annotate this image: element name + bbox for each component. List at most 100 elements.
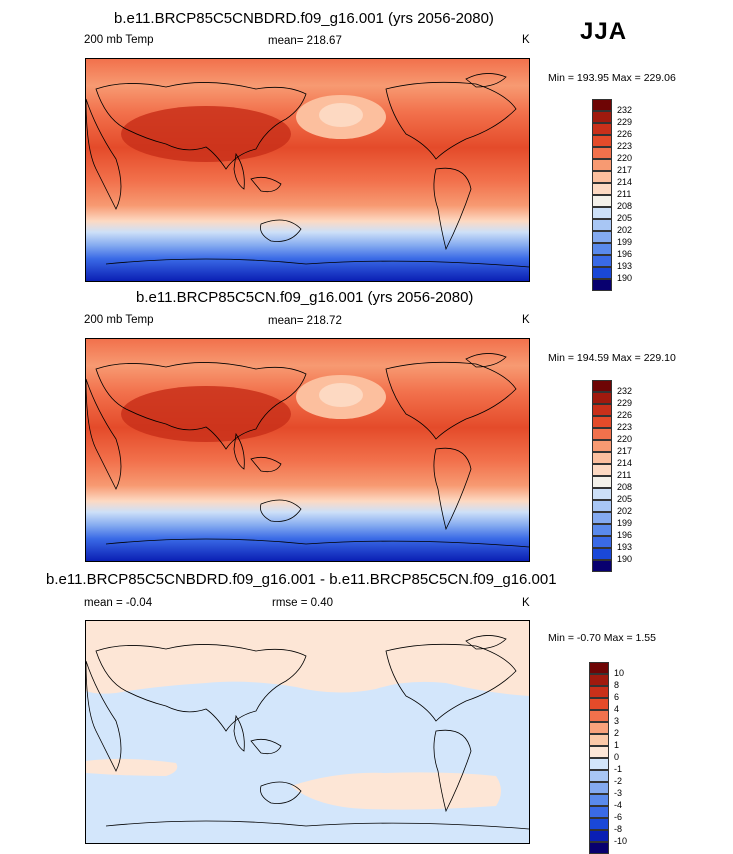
colorbar-tick-label: 208 [617,201,633,211]
panel3-colorbar [589,662,609,854]
colorbar-tick-label: 199 [617,237,633,247]
colorbar-tick-label: 199 [617,518,633,528]
panel1-mean-label: mean= 218.67 [268,35,342,47]
colorbar-tick-label: 229 [617,117,633,127]
panel2-warm-anomaly [121,386,291,442]
panel1-field [86,59,529,281]
panel3-units: K [522,597,530,609]
colorbar-tick-label: 229 [617,398,633,408]
colorbar-tick-label: 223 [617,141,633,151]
colorbar-cell [589,722,609,734]
colorbar-tick-label: 208 [617,482,633,492]
colorbar-tick-label: 190 [617,273,633,283]
colorbar-cell [592,255,612,267]
panel3-positive-south [291,772,501,810]
colorbar-tick-label: 4 [614,704,620,714]
colorbar-cell [589,842,609,854]
panel3-minmax: Min = -0.70 Max = 1.55 [548,632,656,644]
season-label: JJA [580,18,628,45]
colorbar-cell [589,758,609,770]
panel2-map [85,338,530,562]
panel3-map-svg [86,621,529,843]
panel2-cool-pacific-core [319,383,363,407]
colorbar-cell [592,380,612,392]
panel3-rmse-label: rmse = 0.40 [272,597,334,609]
panel2-map-svg [86,339,529,561]
colorbar-tick-label: 190 [617,554,633,564]
panel1-coastlines [86,73,529,268]
colorbar-tick-label: 232 [617,386,633,396]
colorbar-cell [592,171,612,183]
colorbar-tick-label: 202 [617,225,633,235]
colorbar-cell [592,111,612,123]
colorbar-cell [592,500,612,512]
colorbar-cell [592,428,612,440]
panel3-positive-sw [86,758,178,776]
colorbar-cell [589,782,609,794]
colorbar-tick-label: 3 [614,716,620,726]
colorbar-cell [589,830,609,842]
colorbar-tick-label: 217 [617,446,633,456]
colorbar-cell [589,806,609,818]
panel2-mean-label: mean= 218.72 [268,315,342,327]
colorbar-cell [592,512,612,524]
colorbar-tick-label: 8 [614,680,620,690]
colorbar-cell [592,392,612,404]
panel3-map [85,620,530,844]
colorbar-tick-label: 202 [617,506,633,516]
colorbar-cell [592,231,612,243]
colorbar-tick-label: 2 [614,728,620,738]
panel3-coastlines [86,635,529,830]
panel3-positive-north [86,621,529,696]
panel1-colorbar [592,99,612,291]
colorbar-cell [592,195,612,207]
colorbar-tick-label: 211 [617,189,632,199]
colorbar-cell [592,416,612,428]
colorbar-cell [592,243,612,255]
colorbar-cell [592,123,612,135]
colorbar-tick-label: 214 [617,177,633,187]
colorbar-cell [589,746,609,758]
colorbar-tick-label: 196 [617,530,633,540]
panel1-map [85,58,530,282]
colorbar-cell [592,476,612,488]
colorbar-cell [592,219,612,231]
panel2-field [86,339,529,561]
panel2-minmax: Min = 194.59 Max = 229.10 [548,352,676,364]
colorbar-tick-label: 217 [617,165,633,175]
colorbar-cell [592,548,612,560]
panel1-warm-anomaly [121,106,291,162]
colorbar-tick-label: 10 [614,668,625,678]
colorbar-cell [592,464,612,476]
colorbar-cell [589,710,609,722]
panel2-colorbar [592,380,612,572]
colorbar-tick-label: -2 [614,776,623,786]
colorbar-tick-label: -4 [614,800,623,810]
colorbar-cell [589,818,609,830]
colorbar-cell [589,698,609,710]
panel1-cool-pacific-core [319,103,363,127]
colorbar-tick-label: -10 [614,836,628,846]
colorbar-cell [592,488,612,500]
colorbar-tick-label: 220 [617,153,633,163]
colorbar-cell [592,440,612,452]
colorbar-tick-label: 223 [617,422,633,432]
colorbar-tick-label: 214 [617,458,633,468]
colorbar-tick-label: 6 [614,692,620,702]
panel2-coastlines [86,353,529,548]
colorbar-cell [592,147,612,159]
colorbar-tick-label: -1 [614,764,623,774]
colorbar-tick-label: -8 [614,824,623,834]
colorbar-cell [592,267,612,279]
colorbar-cell [592,452,612,464]
colorbar-cell [592,404,612,416]
panel2-variable-label: 200 mb Temp [84,314,154,326]
colorbar-tick-label: 193 [617,261,633,271]
colorbar-cell [592,207,612,219]
panel2-title: b.e11.BRCP85C5CN.f09_g16.001 (yrs 2056-2… [136,289,474,306]
colorbar-tick-label: 211 [617,470,632,480]
colorbar-tick-label: 220 [617,434,633,444]
panel1-variable-label: 200 mb Temp [84,34,154,46]
panel1-units: K [522,34,530,46]
colorbar-cell [592,99,612,111]
